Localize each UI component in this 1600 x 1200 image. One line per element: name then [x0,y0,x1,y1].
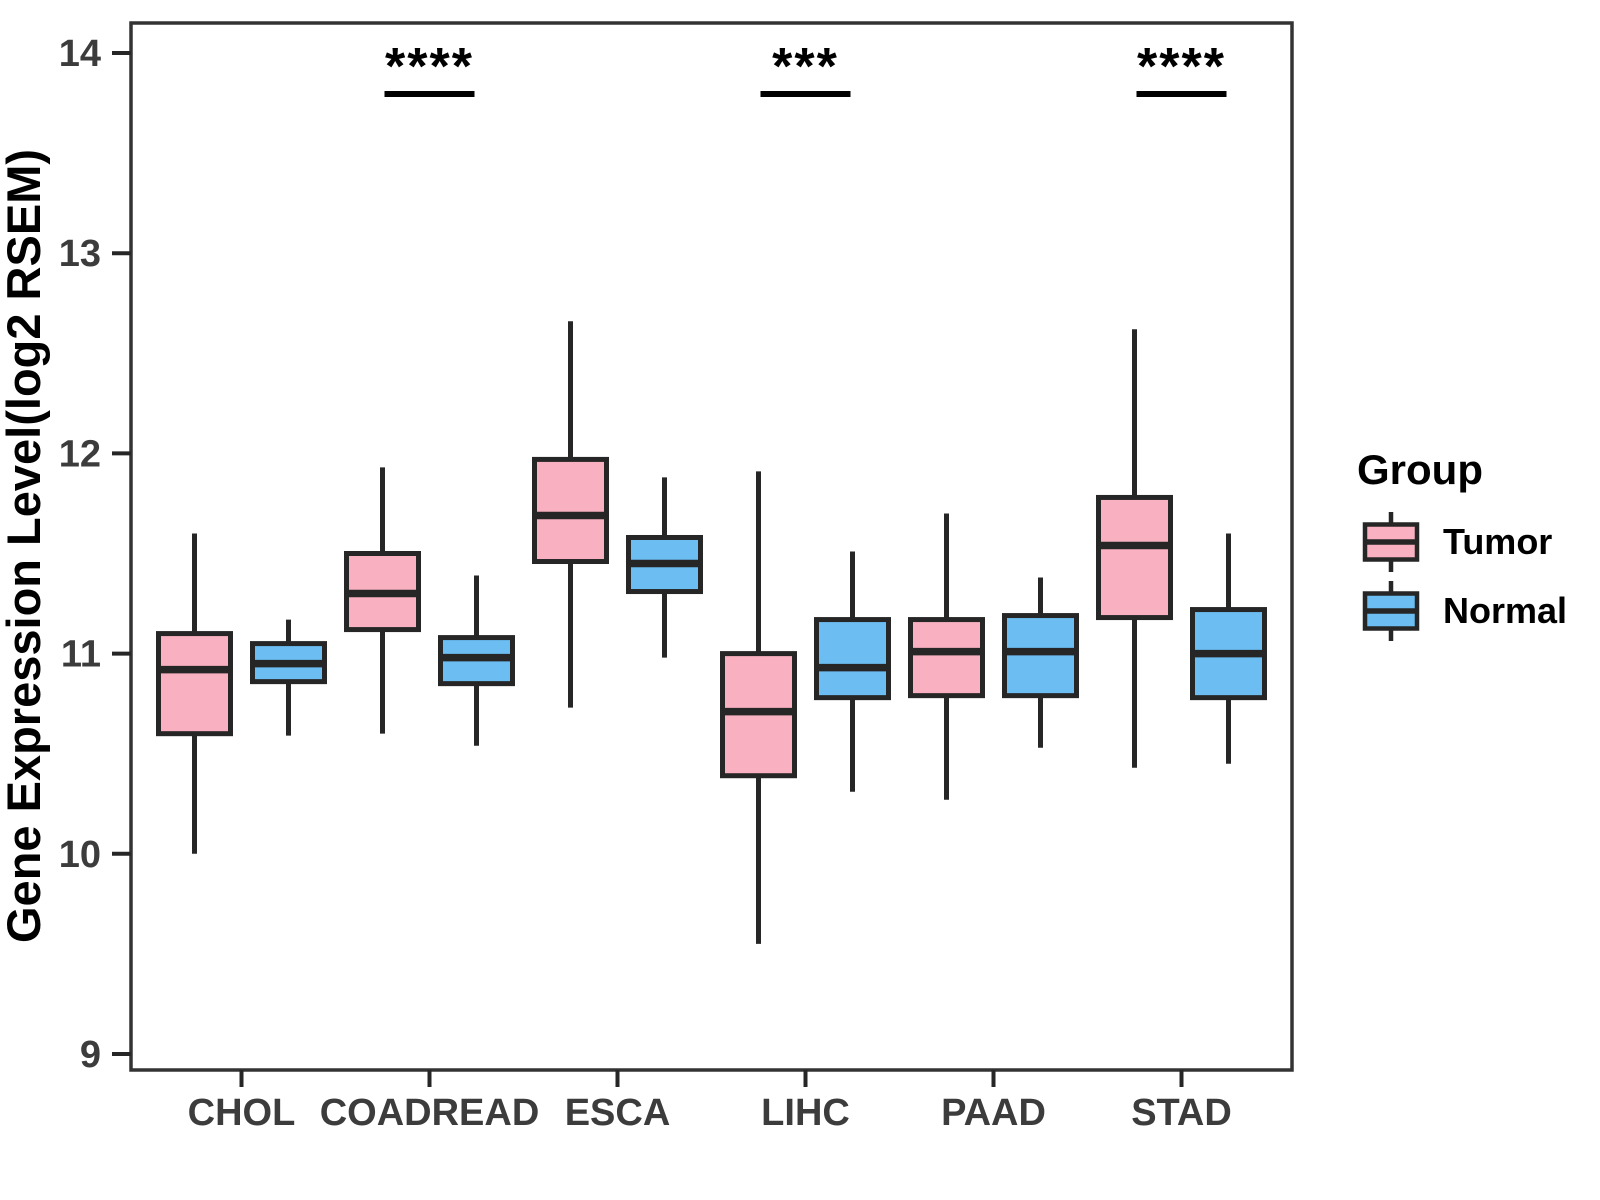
y-tick-label: 11 [61,634,101,676]
iqr-box [908,617,985,699]
box-PAAD-Normal [1002,577,1079,748]
significance-stars: **** [385,38,474,96]
x-tick-label-ESCA: ESCA [565,1092,671,1134]
legend-glyph-Tumor [1362,512,1420,572]
legend-glyph-Normal [1362,581,1420,641]
box-COADREAD-Tumor [344,467,421,734]
box-COADREAD-Normal [438,575,515,746]
x-tick-label-PAAD: PAAD [941,1092,1046,1134]
box-CHOL-Normal [250,619,327,736]
significance-LIHC: *** [760,38,851,97]
legend-label-normal: Normal [1443,590,1567,631]
legend-title: Group [1357,446,1483,493]
box-LIHC-Tumor [720,471,797,944]
significance-stars: *** [772,38,839,96]
y-tick-label: 13 [59,233,101,275]
y-tick-label: 14 [59,33,101,75]
iqr-box [532,456,609,565]
x-tick-label-STAD: STAD [1131,1092,1232,1134]
y-tick-label: 12 [59,433,101,475]
x-tick-label-COADREAD: COADREAD [320,1092,540,1134]
legend-glyphs [1362,512,1420,641]
box-ESCA-Tumor [532,321,609,708]
box-PAAD-Tumor [908,513,985,800]
x-tick-label-CHOL: CHOL [188,1092,296,1134]
box-STAD-Tumor [1096,329,1173,768]
box-LIHC-Normal [814,551,891,792]
box-STAD-Normal [1190,533,1267,764]
iqr-box [1096,494,1173,621]
significance-STAD: **** [1136,38,1227,97]
y-tick-label: 9 [80,1034,101,1076]
legend-label-tumor: Tumor [1443,521,1552,562]
iqr-box [1002,613,1079,699]
significance-stars: **** [1137,38,1226,96]
iqr-box [156,631,233,737]
y-tick-label: 10 [59,834,101,876]
plot-area: 9 10 11 12 13 14 CHOL COADREAD ESCA LIHC PAAD STAD *… [59,21,1294,1134]
iqr-box [814,617,891,701]
significance-COADREAD: **** [384,38,475,97]
box-CHOL-Tumor [156,533,233,854]
y-axis-title: Gene Expression Level(log2 RSEM) [0,149,50,943]
legend: Group Tumor Normal [1357,446,1567,641]
x-tick-label-LIHC: LIHC [761,1092,850,1134]
box-ESCA-Normal [626,477,703,658]
